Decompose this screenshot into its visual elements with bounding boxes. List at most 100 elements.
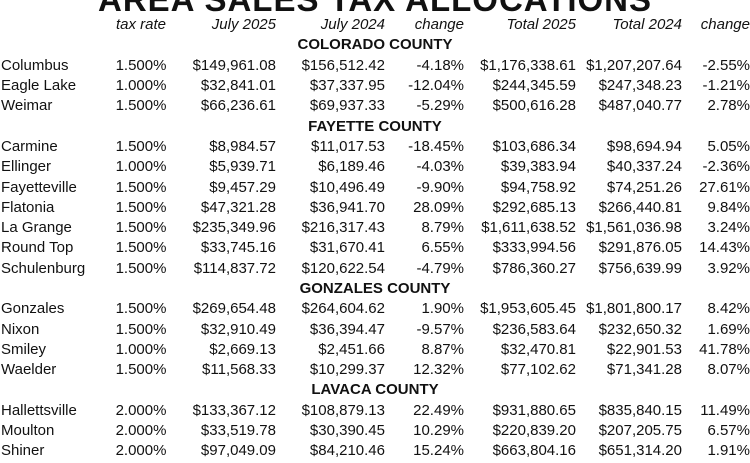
sales-tax-table: tax rate July 2025 July 2024 change Tota…	[0, 15, 750, 462]
july-2024: $216,317.43	[301, 219, 385, 237]
july-change: -9.57%	[416, 320, 464, 338]
tax-rate: 1.500%	[115, 239, 167, 257]
table-row: Weimar 1.500% $66,236.61 $69,937.33 -5.29% $5…	[0, 96, 750, 116]
total-2024: $74,251.26	[606, 178, 682, 196]
july-2024: $36,394.47	[309, 320, 385, 338]
total-2024: $22,901.53	[606, 340, 682, 358]
total-2024: $835,840.15	[598, 401, 682, 419]
city-name: Columbus	[1, 56, 69, 74]
july-2025: $133,367.12	[192, 401, 276, 419]
tax-rate: 1.000%	[115, 158, 167, 176]
total-2024: $71,341.28	[606, 361, 682, 379]
july-2024: $10,496.49	[309, 178, 385, 196]
july-2025: $33,745.16	[200, 239, 276, 257]
tax-rate: 2.000%	[115, 422, 167, 440]
city-name: Weimar	[1, 97, 53, 115]
july-2024: $2,451.66	[318, 340, 385, 358]
total-change: 5.05%	[707, 137, 750, 155]
july-2025: $97,049.09	[200, 442, 276, 460]
july-2024: $37,337.95	[309, 77, 385, 95]
total-2024: $1,207,207.64	[586, 56, 682, 74]
july-2024: $11,017.53	[311, 137, 385, 155]
tax-rate: 1.500%	[115, 219, 167, 237]
july-2024: $156,512.42	[301, 56, 385, 74]
total-change: 14.43%	[699, 239, 750, 257]
july-2025: $32,841.01	[200, 77, 276, 95]
total-change: 1.69%	[707, 320, 750, 338]
july-change: 22.49%	[413, 401, 464, 419]
july-change: 1.90%	[421, 300, 464, 318]
total-change: 2.78%	[707, 97, 750, 115]
tax-rate: 1.000%	[115, 77, 167, 95]
header-july-2024: July 2024	[320, 16, 385, 34]
july-2025: $149,961.08	[192, 56, 276, 74]
city-name: Waelder	[1, 361, 57, 379]
tax-rate: 1.500%	[115, 361, 167, 379]
total-2025: $220,839.20	[492, 422, 576, 440]
header-july-change: change	[414, 16, 464, 34]
total-2024: $207,205.75	[598, 422, 682, 440]
total-2025: $786,360.27	[492, 259, 576, 277]
tax-rate: 1.000%	[115, 340, 167, 358]
city-name: Hallettsville	[1, 401, 77, 419]
total-change: -2.36%	[702, 158, 750, 176]
total-change: 6.57%	[707, 422, 750, 440]
total-2024: $651,314.20	[598, 442, 682, 460]
table-row: Ellinger 1.000% $5,939.71 $6,189.46 -4.03% $3…	[0, 157, 750, 177]
total-change: 9.84%	[707, 198, 750, 216]
county-header-row: LAVACA COUNTY	[0, 380, 750, 400]
total-2024: $487,040.77	[598, 97, 682, 115]
tax-rate: 2.000%	[115, 401, 167, 419]
total-2024: $291,876.05	[598, 239, 682, 257]
total-2025: $77,102.62	[500, 361, 576, 379]
july-change: -9.90%	[416, 178, 464, 196]
table-row: Schulenburg 1.500% $114,837.72 $120,622.54 -…	[0, 259, 750, 279]
total-2024: $98,694.94	[606, 137, 682, 155]
july-change: 28.09%	[413, 198, 464, 216]
city-name: Nixon	[1, 320, 40, 338]
header-total-2025: Total 2025	[506, 16, 576, 34]
city-name: Carmine	[1, 137, 58, 155]
city-name: Moulton	[1, 422, 55, 440]
header-city	[0, 15, 110, 35]
total-2025: $94,758.92	[500, 178, 576, 196]
table-row: Nixon 1.500% $32,910.49 $36,394.47 -9.57% $23…	[0, 319, 750, 339]
table-row: Fayetteville 1.500% $9,457.29 $10,496.49 -9.…	[0, 177, 750, 197]
july-2024: $264,604.62	[301, 300, 385, 318]
total-2025: $236,583.64	[492, 320, 576, 338]
total-change: 8.42%	[707, 300, 750, 318]
page-title: AREA SALES TAX ALLOCATIONS	[0, 0, 750, 16]
july-2025: $11,568.33	[202, 361, 276, 379]
city-name: Schulenburg	[1, 259, 86, 277]
header-total-2024: Total 2024	[612, 16, 682, 34]
total-2024: $232,650.32	[598, 320, 682, 338]
total-2024: $266,440.81	[598, 198, 682, 216]
total-change: 8.07%	[707, 361, 750, 379]
county-name: COLORADO COUNTY	[297, 36, 453, 54]
table-row: Moulton 2.000% $33,519.78 $30,390.45 10.29% $…	[0, 421, 750, 441]
header-tax-rate: tax rate	[115, 16, 167, 34]
table-row: Carmine 1.500% $8,984.57 $11,017.53 -18.45% $…	[0, 137, 750, 157]
july-change: -18.45%	[408, 137, 464, 155]
july-change: 8.79%	[421, 219, 464, 237]
city-name: Fayetteville	[1, 178, 77, 196]
july-change: -4.18%	[416, 56, 464, 74]
tax-rate: 1.500%	[115, 56, 167, 74]
tax-rate: 1.500%	[115, 137, 167, 155]
tax-rate: 1.500%	[115, 300, 167, 318]
total-change: 41.78%	[699, 340, 750, 358]
july-2025: $2,669.13	[209, 340, 276, 358]
july-change: -12.04%	[408, 77, 464, 95]
total-change: 3.24%	[707, 219, 750, 237]
july-change: 8.87%	[421, 340, 464, 358]
july-2025: $269,654.48	[192, 300, 276, 318]
total-2024: $247,348.23	[598, 77, 682, 95]
july-2025: $114,837.72	[193, 259, 276, 277]
july-2025: $5,939.71	[209, 158, 276, 176]
july-2025: $66,236.61	[200, 97, 276, 115]
county-header-row: COLORADO COUNTY	[0, 35, 750, 55]
county-name: GONZALES COUNTY	[299, 280, 451, 297]
total-2025: $244,345.59	[492, 77, 576, 95]
tax-rate: 1.500%	[115, 178, 167, 196]
city-name: La Grange	[1, 219, 72, 237]
